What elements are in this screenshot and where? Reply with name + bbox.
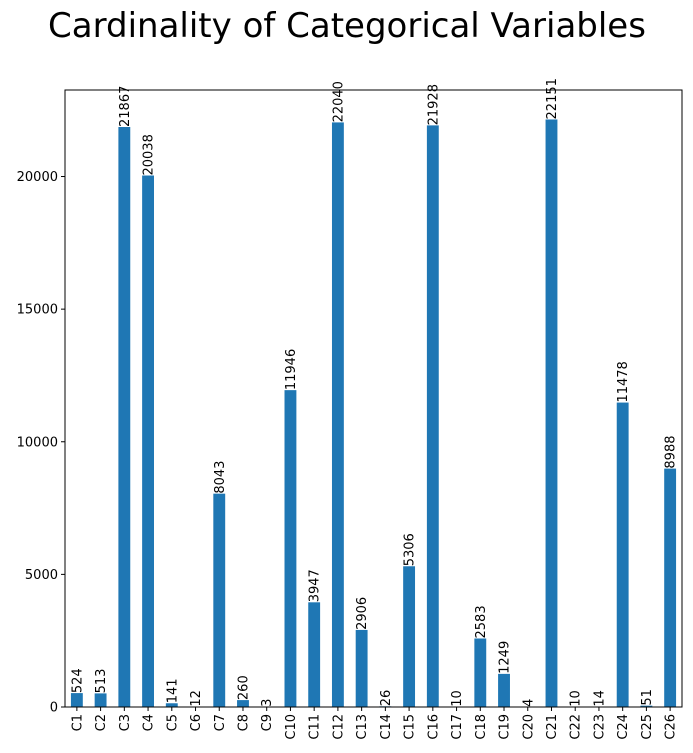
bar-C5 [165, 703, 178, 707]
x-tick-label-C4: C4 [142, 714, 157, 731]
data-label-C17: 10 [450, 690, 465, 707]
data-label-C12: 22040 [331, 81, 346, 122]
data-label-C20: 4 [521, 699, 536, 707]
chart-title: Cardinality of Categorical Variables [48, 6, 646, 46]
x-tick-label-C17: C17 [450, 714, 465, 740]
x-tick-label-C26: C26 [664, 714, 679, 740]
data-label-C11: 3947 [308, 569, 323, 602]
x-tick-label-C8: C8 [236, 714, 251, 731]
x-tick-label-C1: C1 [70, 714, 85, 731]
data-label-C10: 11946 [284, 349, 299, 390]
y-tick-label-0: 0 [50, 701, 58, 716]
y-tick-label-10000: 10000 [17, 435, 58, 450]
bar-C7 [213, 493, 226, 707]
bar-C4 [142, 175, 154, 707]
data-label-C14: 26 [379, 690, 394, 707]
y-tick-label-5000: 5000 [25, 568, 58, 583]
x-tick-label-C14: C14 [379, 714, 394, 740]
data-label-C1: 524 [70, 668, 85, 693]
bar-C10 [284, 390, 297, 707]
data-label-C21: 22151 [545, 78, 560, 119]
data-label-C6: 12 [189, 690, 204, 707]
x-tick-label-C3: C3 [118, 714, 133, 731]
x-tick-label-C10: C10 [284, 714, 299, 740]
x-tick-label-C25: C25 [640, 714, 655, 740]
x-tick-label-C15: C15 [403, 714, 418, 740]
data-label-C13: 2906 [355, 597, 370, 630]
data-label-C26: 8988 [664, 436, 679, 469]
x-axis: C1 C2 C3 C4 C5 C6 C7 C8 C9 C10 C11 C12 C13 C14 C15 C16 C… [70, 707, 679, 740]
x-tick-label-C9: C9 [260, 714, 275, 731]
bar-C16 [426, 125, 439, 707]
bar-C21 [545, 119, 558, 708]
bar-C8 [237, 700, 249, 707]
x-tick-label-C22: C22 [569, 714, 584, 740]
bar-C18 [474, 638, 487, 707]
y-axis: 0 5000 10000 15000 20000 [17, 170, 65, 716]
data-label-C7: 8043 [213, 461, 228, 494]
x-tick-label-C20: C20 [521, 714, 536, 740]
x-tick-label-C12: C12 [331, 714, 346, 740]
data-label-C16: 21928 [426, 84, 441, 125]
data-label-C8: 260 [236, 675, 251, 700]
data-label-C19: 1249 [498, 641, 513, 674]
data-label-C15: 5306 [403, 533, 418, 566]
x-tick-label-C21: C21 [545, 714, 560, 740]
plot-frame [64, 89, 683, 708]
data-labels-layer: 524 513 21867 20038 141 12 8043 260 3 11946 3947 22… [70, 78, 678, 707]
x-tick-label-C7: C7 [213, 714, 228, 731]
y-tick-label-15000: 15000 [17, 303, 58, 318]
y-tick-label-20000: 20000 [17, 170, 58, 185]
x-tick-label-C19: C19 [498, 714, 513, 740]
data-label-C22: 10 [569, 690, 584, 707]
bars-layer [70, 119, 677, 708]
x-tick-label-C2: C2 [94, 714, 109, 731]
data-label-C23: 14 [592, 690, 607, 707]
data-label-C9: 3 [260, 699, 275, 707]
x-tick-label-C11: C11 [308, 714, 323, 740]
bar-C15 [403, 566, 416, 707]
x-tick-label-C24: C24 [616, 714, 631, 740]
x-tick-label-C18: C18 [474, 714, 489, 740]
bar-C13 [355, 629, 368, 707]
bar-C1 [70, 693, 83, 707]
data-label-C18: 2583 [474, 605, 489, 638]
x-tick-label-C16: C16 [426, 714, 441, 740]
data-label-C5: 141 [165, 678, 180, 703]
x-tick-label-C23: C23 [592, 714, 607, 740]
bar-C11 [308, 602, 321, 707]
data-label-C4: 20038 [142, 134, 157, 175]
data-label-C24: 11478 [616, 361, 631, 402]
data-label-C3: 21867 [118, 86, 133, 127]
bar-C19 [498, 673, 510, 707]
bar-C25 [640, 705, 653, 707]
x-tick-label-C6: C6 [189, 714, 204, 731]
x-tick-label-C13: C13 [355, 714, 370, 740]
bar-C2 [94, 693, 107, 707]
data-label-C2: 513 [94, 669, 109, 694]
x-tick-label-C5: C5 [165, 714, 180, 731]
bar-C3 [118, 127, 131, 707]
data-label-C25: 51 [640, 689, 655, 706]
bar-C12 [331, 122, 344, 707]
bar-C24 [616, 402, 629, 707]
bar-C26 [664, 468, 677, 707]
